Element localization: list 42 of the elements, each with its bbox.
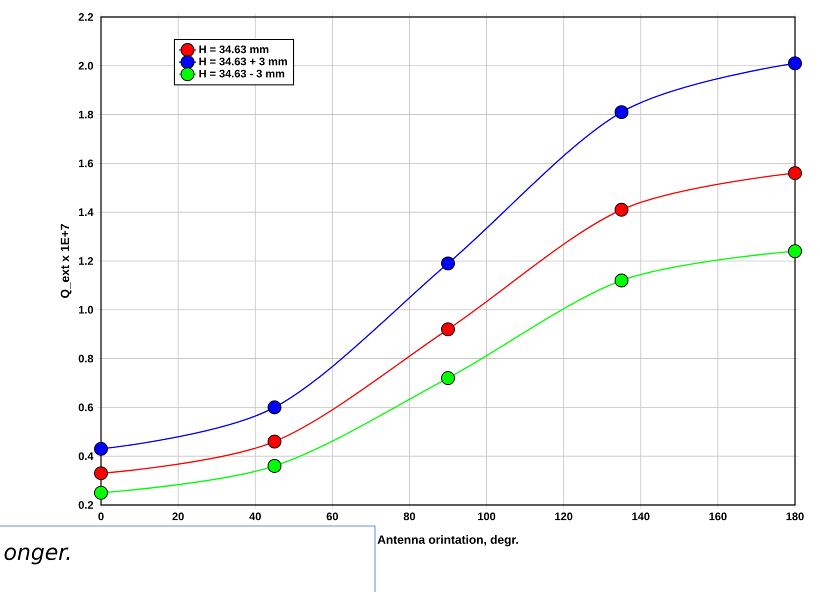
y-tick-label: 2.2: [78, 13, 94, 21]
legend-label: H = 34.63 + 3 mm: [199, 58, 287, 66]
legend-label: H = 34.63 mm: [199, 45, 268, 54]
point: [94, 442, 108, 456]
y-tick-label: 1.0: [78, 306, 94, 314]
legend-label: H = 34.63 - 3 mm: [199, 70, 284, 78]
point: [94, 466, 108, 480]
y-tick-label: 0.6: [78, 404, 94, 412]
x-tick-label: 140: [632, 512, 650, 520]
x-axis-title: Antenna orintation, degr.: [378, 535, 518, 546]
y-axis-title: Q_ext x 1E+7: [60, 224, 72, 298]
point: [788, 244, 802, 258]
point: [268, 434, 282, 448]
point: [268, 400, 282, 414]
y-tick-label: 1.2: [78, 257, 94, 265]
x-tick-label: 60: [326, 512, 338, 520]
point: [614, 202, 628, 217]
x-tick-label: 40: [249, 512, 261, 520]
text: onger.: [4, 548, 70, 564]
point: [614, 274, 628, 288]
x-tick-label: 80: [404, 512, 416, 520]
point: [614, 105, 628, 120]
point: [441, 256, 455, 270]
y-tick-label: 1.8: [78, 110, 94, 118]
x-tick-label: 20: [172, 512, 184, 520]
y-tick-label: 0.4: [78, 452, 94, 460]
point: [94, 486, 108, 500]
point: [441, 322, 455, 336]
point: [788, 166, 802, 180]
x-tick-label: 100: [478, 512, 496, 520]
x-tick-label: 160: [709, 512, 727, 520]
point: [441, 371, 455, 386]
y-tick-label: 1.4: [78, 208, 94, 216]
point: [268, 458, 282, 473]
y-tick-label: 0.2: [78, 501, 94, 509]
y-tick-label: 1.6: [78, 160, 94, 168]
x-tick-label: 120: [555, 512, 572, 520]
y-tick-label: 0.8: [78, 354, 94, 362]
x-tick-label: 0: [98, 512, 104, 520]
point: [788, 56, 802, 70]
y-tick-label: 2.0: [78, 62, 94, 70]
x-tick-label: 180: [786, 512, 804, 520]
